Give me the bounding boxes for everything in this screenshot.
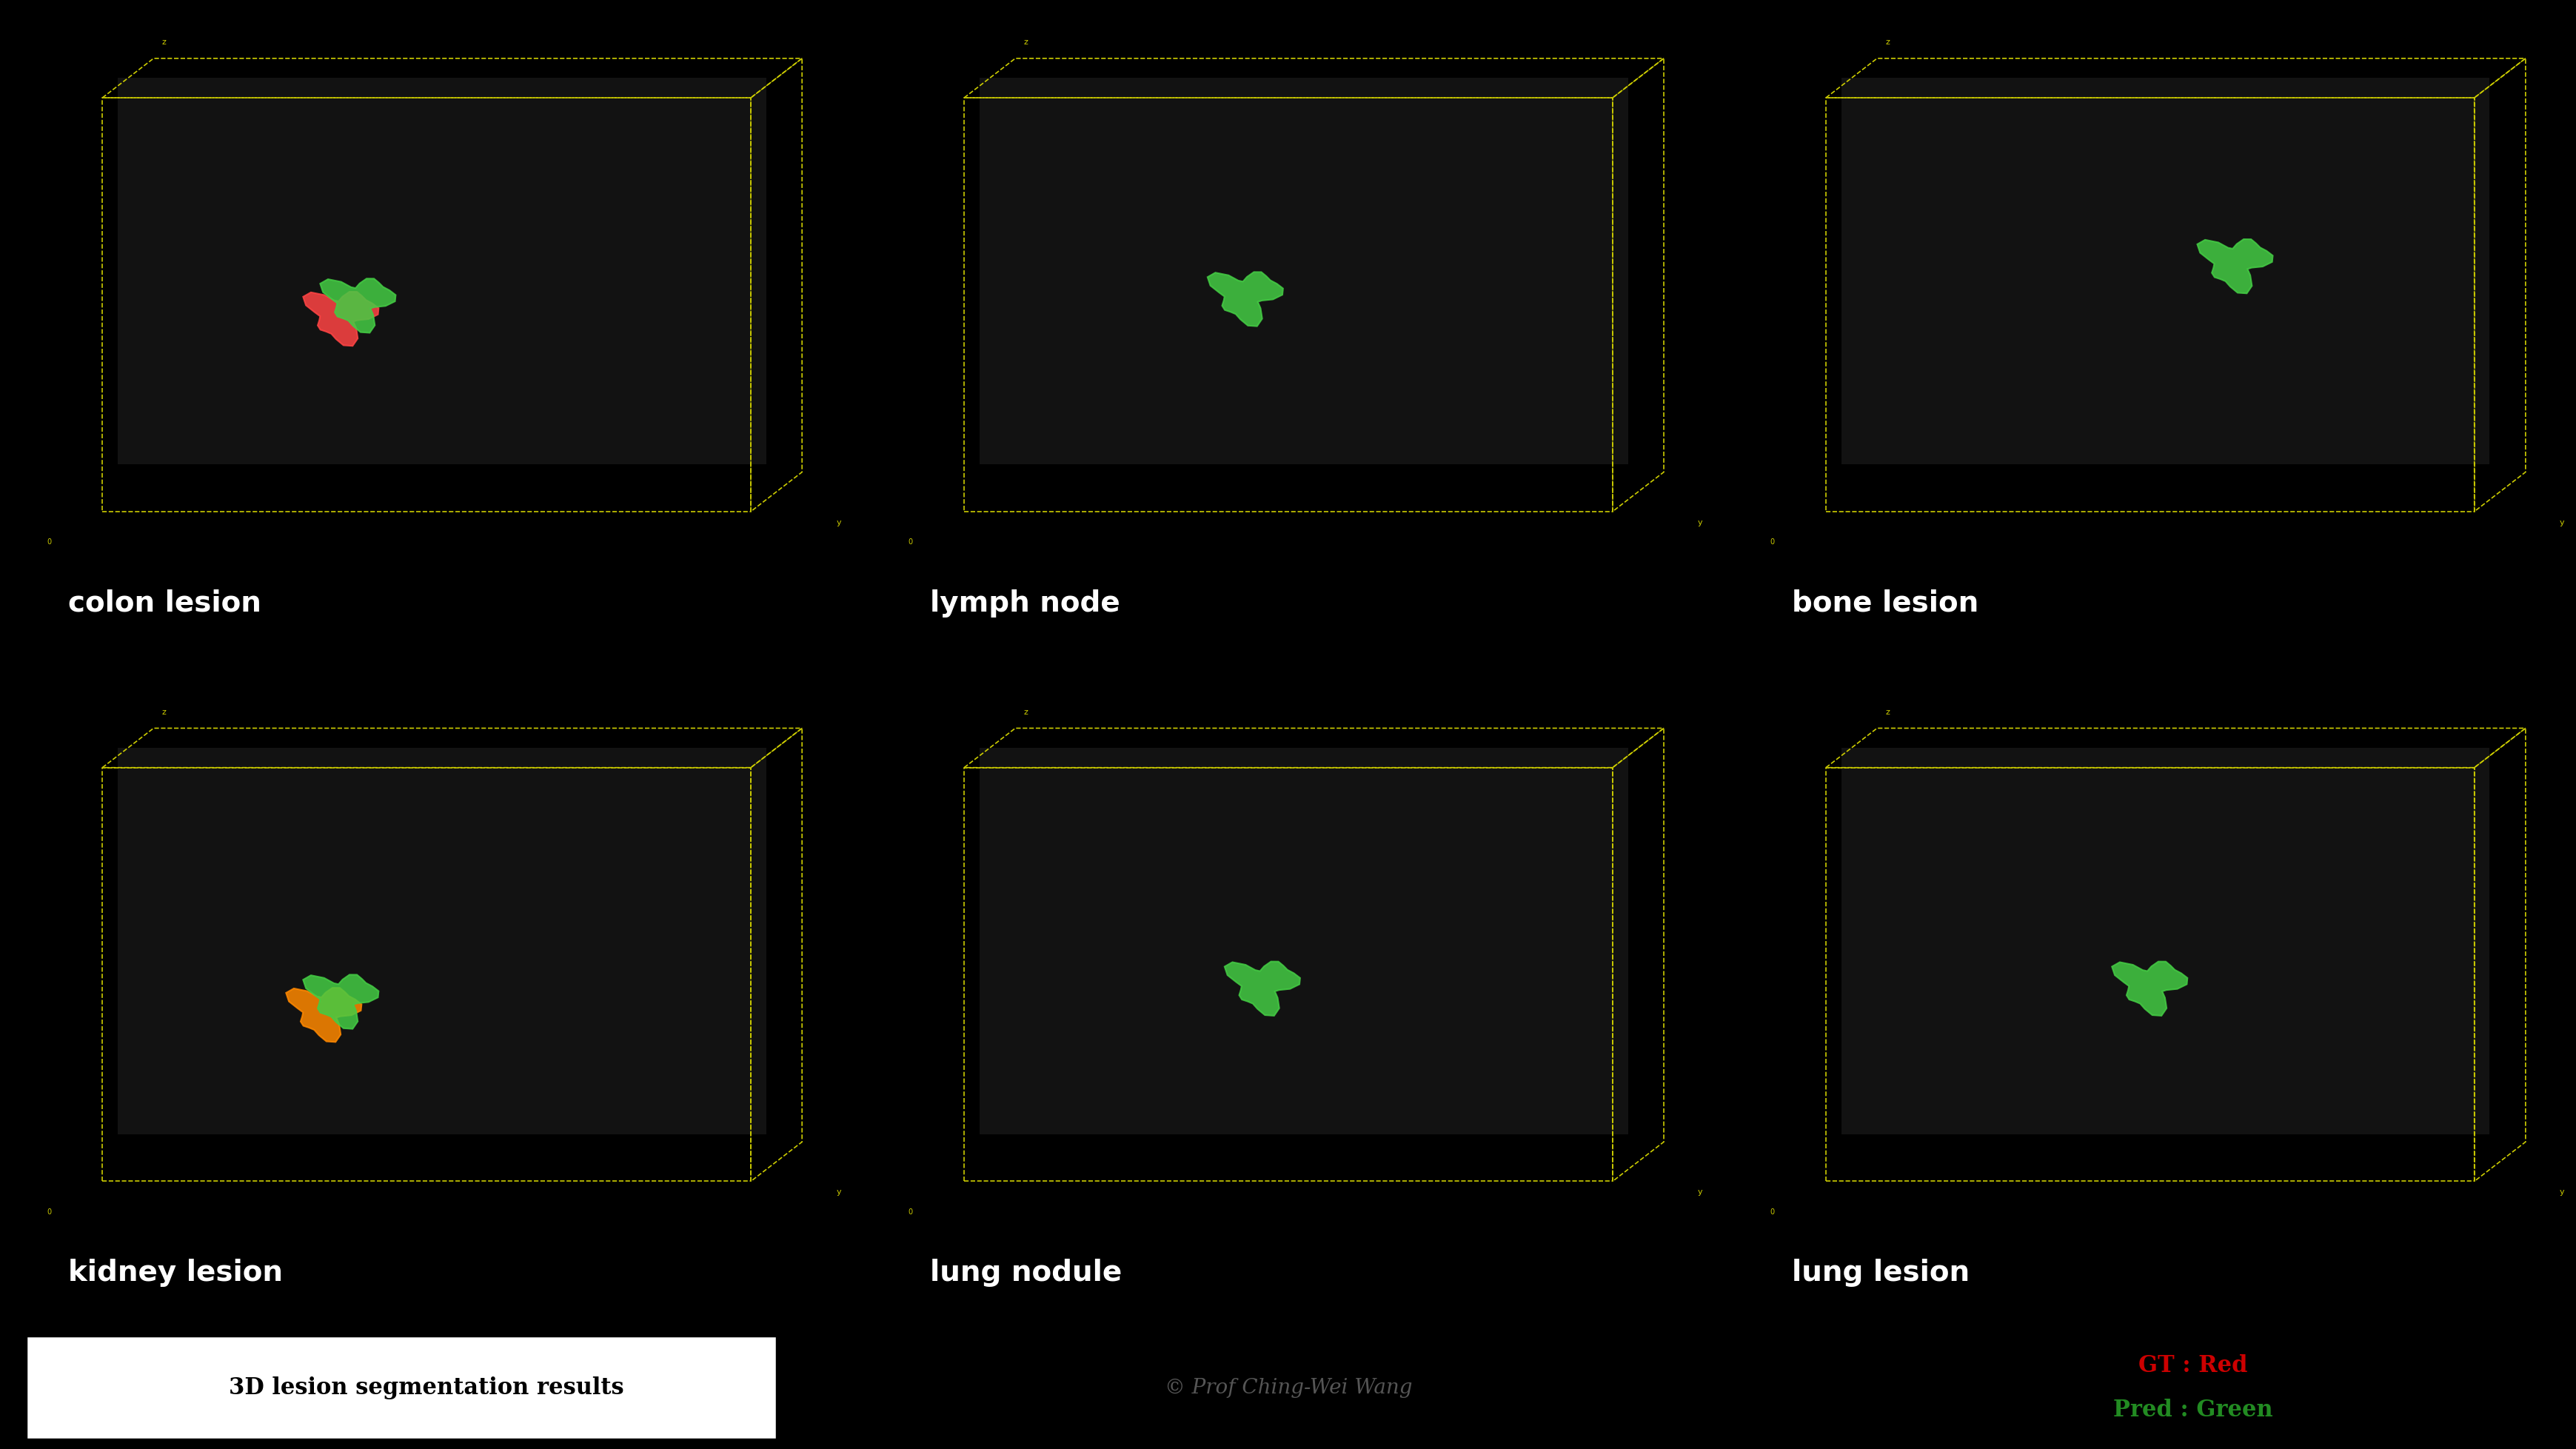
Text: 0: 0 — [1770, 538, 1775, 546]
Polygon shape — [1842, 748, 2488, 1135]
Text: 3D lesion segmentation results: 3D lesion segmentation results — [229, 1377, 623, 1398]
Text: z: z — [1886, 39, 1888, 46]
Text: y: y — [837, 1188, 840, 1195]
Text: kidney lesion: kidney lesion — [67, 1258, 283, 1287]
Text: y: y — [837, 519, 840, 526]
Polygon shape — [1208, 272, 1283, 327]
Text: z: z — [162, 709, 167, 716]
Polygon shape — [1842, 78, 2488, 465]
Polygon shape — [286, 988, 361, 1042]
Text: 0: 0 — [909, 1207, 912, 1216]
Text: © Prof Ching-Wei Wang: © Prof Ching-Wei Wang — [1164, 1378, 1412, 1397]
Text: 0: 0 — [1770, 1207, 1775, 1216]
Text: 0: 0 — [46, 538, 52, 546]
Polygon shape — [1224, 962, 1301, 1016]
Text: y: y — [2558, 519, 2563, 526]
Text: z: z — [1023, 709, 1028, 716]
FancyBboxPatch shape — [26, 1336, 775, 1439]
Text: y: y — [2558, 1188, 2563, 1195]
Polygon shape — [979, 748, 1628, 1135]
Polygon shape — [2112, 962, 2187, 1016]
Text: bone lesion: bone lesion — [1790, 588, 1978, 617]
Text: y: y — [1698, 519, 1703, 526]
Polygon shape — [304, 293, 379, 346]
Polygon shape — [2197, 241, 2272, 294]
Polygon shape — [979, 78, 1628, 465]
Polygon shape — [118, 78, 765, 465]
Polygon shape — [118, 748, 765, 1135]
Text: y: y — [1698, 1188, 1703, 1195]
Polygon shape — [319, 280, 397, 333]
Text: 0: 0 — [46, 1207, 52, 1216]
Text: GT : Red: GT : Red — [2138, 1353, 2246, 1377]
Text: lung lesion: lung lesion — [1790, 1258, 1968, 1287]
Text: 0: 0 — [909, 538, 912, 546]
Text: lymph node: lymph node — [930, 588, 1121, 617]
Text: Pred : Green: Pred : Green — [2112, 1398, 2272, 1421]
Polygon shape — [304, 975, 379, 1029]
Text: colon lesion: colon lesion — [67, 588, 260, 617]
Text: z: z — [1886, 709, 1888, 716]
Text: z: z — [162, 39, 167, 46]
Text: z: z — [1023, 39, 1028, 46]
Text: lung nodule: lung nodule — [930, 1258, 1121, 1287]
